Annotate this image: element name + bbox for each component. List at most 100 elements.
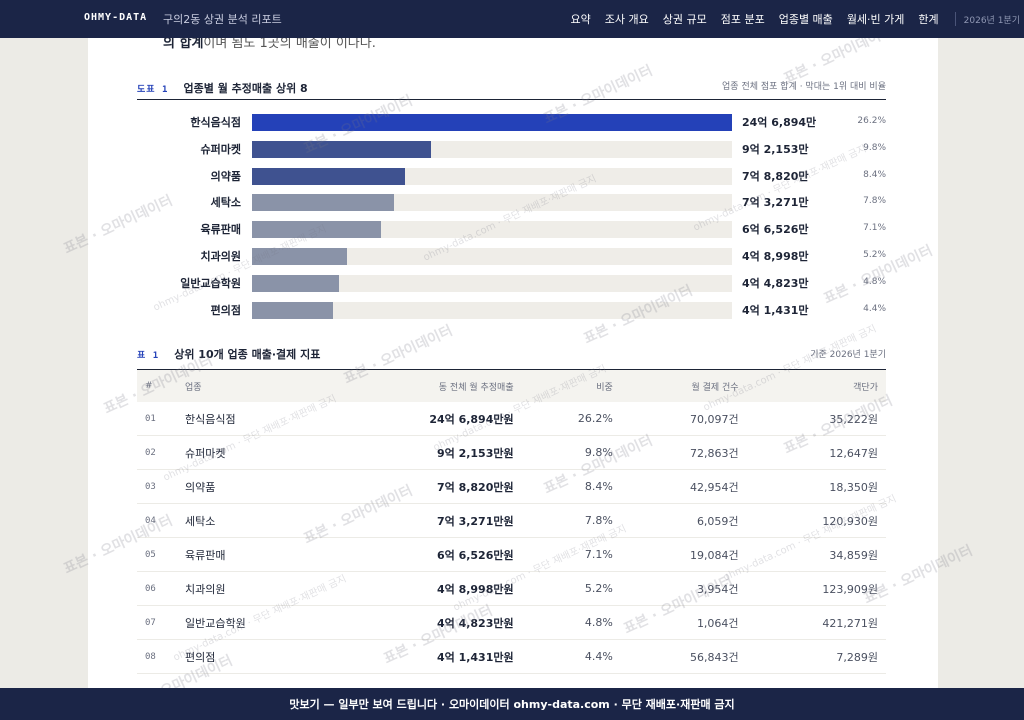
table-row: 02 슈퍼마켓 9억 2,153만원 9.8% 72,863건 12,647원 (137, 435, 886, 470)
cell-sales: 7억 3,271만원 (326, 503, 522, 538)
nav-item-store-distribution[interactable]: 점포 분포 (720, 13, 765, 26)
cell-sales: 6억 6,526만원 (326, 537, 522, 572)
table-caption: 표 1 상위 10개 업종 매출·결제 지표 기준 2026년 1분기 (137, 343, 886, 370)
report-page: 의 합계이며 됨도 1곳의 매출이 이나다. 도표 1 업종별 월 추정매출 상… (88, 38, 938, 688)
bar-row: 치과의원 4억 8,998만 5.2% (137, 244, 886, 271)
cell-avg-spend: 12,647원 (746, 435, 886, 470)
cell-transactions: 3,954건 (620, 571, 747, 606)
paragraph-emphasis: 의 합계 (163, 38, 204, 51)
column-header-rank: # (137, 370, 177, 402)
nav-item-rent-vacancy[interactable]: 월세·빈 가게 (846, 13, 905, 26)
table-row: 03 의약품 7억 8,820만원 8.4% 42,954건 18,350원 (137, 469, 886, 504)
nav-divider (954, 12, 956, 26)
bar-share-label: 4.4% (863, 303, 886, 314)
column-header-sales: 동 전체 월 추정매출 (326, 370, 522, 402)
cell-rank: 06 (137, 571, 177, 606)
bar-share-label: 26.2% (857, 116, 886, 126)
bar (252, 221, 382, 239)
table-header-row: # 업종 동 전체 월 추정매출 비중 월 결제 건수 객단가 (137, 370, 886, 402)
table-row: 04 세탁소 7억 3,271만원 7.8% 6,059건 120,930원 (137, 503, 886, 538)
cell-sales: 4억 4,823만원 (326, 605, 522, 640)
bar-row: 편의점 4억 1,431만 4.4% (137, 298, 886, 325)
bar-row: 한식음식점 24억 6,894만 26.2% (137, 110, 886, 137)
nav-item-summary[interactable]: 요약 (570, 13, 591, 26)
bar-category-label: 한식음식점 (190, 116, 241, 129)
table-body: 01 한식음식점 24억 6,894만원 26.2% 70,097건 35,222원 02 슈… (137, 402, 886, 674)
table-note: 기준 2026년 1분기 (810, 350, 886, 360)
bar-track (252, 301, 732, 319)
table-row: 08 편의점 4억 1,431만원 4.4% 56,843건 7,289원 (137, 639, 886, 674)
cell-share: 7.8% (521, 503, 621, 538)
bar-value-label: 7억 8,820만 (742, 169, 809, 183)
bar-track (252, 167, 732, 185)
cell-industry: 의약품 (177, 469, 327, 504)
table-row: 06 치과의원 4억 8,998만원 5.2% 3,954건 123,909원 (137, 571, 886, 606)
bar-value-label: 4억 8,998만 (742, 249, 809, 263)
top-navigation-bar: OHMY-DATA 구의2동 상권 분석 리포트 요약 조사 개요 상권 규모 … (0, 0, 1024, 38)
bar (252, 274, 340, 292)
cell-sales: 4억 1,431만원 (326, 639, 522, 674)
cell-avg-spend: 34,859원 (746, 537, 886, 572)
bar-track (252, 274, 732, 292)
bar-value-label: 6억 6,526만 (742, 223, 809, 237)
bar (252, 140, 432, 158)
cell-share: 26.2% (521, 402, 621, 436)
cell-transactions: 70,097건 (620, 402, 747, 436)
bar-category-label: 육류판매 (200, 223, 241, 237)
cell-industry: 편의점 (177, 639, 327, 674)
partial-paragraph: 의 합계이며 됨도 1곳의 매출이 이나다. (163, 38, 376, 51)
cell-transactions: 19,084건 (620, 537, 747, 572)
figure-tag: 도표 1 (137, 85, 169, 95)
bar-share-label: 8.4% (863, 169, 886, 180)
column-header-avg-spend: 객단가 (746, 370, 886, 402)
cell-sales: 4억 8,998만원 (326, 571, 522, 606)
cell-industry: 세탁소 (177, 503, 327, 538)
bar-track (252, 194, 732, 212)
bar-value-label: 4억 1,431만 (742, 303, 809, 317)
cell-rank: 04 (137, 503, 177, 538)
bar-category-label: 세탁소 (210, 196, 241, 210)
nav-item-overview[interactable]: 조사 개요 (604, 13, 649, 26)
cell-rank: 08 (137, 639, 177, 674)
cell-transactions: 42,954건 (620, 469, 747, 504)
bar-category-label: 일반교습학원 (180, 276, 241, 290)
bar-track (252, 140, 732, 158)
figure-title: 업종별 월 추정매출 상위 8 (183, 82, 308, 95)
bar-row: 의약품 7억 8,820만 8.4% (137, 164, 886, 191)
brand-logo[interactable]: OHMY-DATA (84, 12, 148, 23)
cell-transactions: 6,059건 (620, 503, 747, 538)
sales-bar-chart: 한식음식점 24억 6,894만 26.2% 슈퍼마켓 9억 2,153만 9.8% 의약품… (137, 110, 886, 324)
bar (252, 114, 732, 131)
nav-item-limitations[interactable]: 한계 (918, 13, 939, 26)
bar-share-label: 5.2% (863, 249, 886, 260)
cell-share: 4.4% (521, 639, 621, 674)
cell-transactions: 1,064건 (620, 605, 747, 640)
cell-rank: 02 (137, 435, 177, 470)
cell-industry: 슈퍼마켓 (177, 435, 327, 470)
nav-item-sales-by-industry[interactable]: 업종별 매출 (778, 13, 833, 26)
bar (252, 247, 348, 265)
cell-sales: 7억 8,820만원 (326, 469, 522, 504)
figure-note: 업종 전체 점포 합계 · 막대는 1위 대비 비율 (722, 82, 886, 92)
nav-item-market-size[interactable]: 상권 규모 (662, 13, 707, 26)
bar-category-label: 치과의원 (200, 249, 241, 263)
bar-value-label: 24억 6,894만 (742, 116, 817, 129)
cell-avg-spend: 7,289원 (746, 639, 886, 674)
cell-industry: 한식음식점 (177, 402, 327, 436)
bar (252, 167, 406, 185)
cell-rank: 01 (137, 402, 177, 436)
column-header-industry: 업종 (177, 370, 327, 402)
industry-metrics-table: # 업종 동 전체 월 추정매출 비중 월 결제 건수 객단가 01 한식음식점 2… (137, 370, 886, 674)
column-header-share: 비중 (521, 370, 621, 402)
cell-avg-spend: 421,271원 (746, 605, 886, 640)
cell-share: 8.4% (521, 469, 621, 504)
cell-industry: 육류판매 (177, 537, 327, 572)
cell-sales: 24억 6,894만원 (326, 402, 522, 436)
bar-value-label: 9억 2,153만 (742, 142, 809, 156)
cell-transactions: 56,843건 (620, 639, 747, 674)
bar-share-label: 9.8% (863, 142, 886, 153)
bar-row: 슈퍼마켓 9억 2,153만 9.8% (137, 137, 886, 164)
cell-industry: 치과의원 (177, 571, 327, 606)
bar-row: 육류판매 6억 6,526만 7.1% (137, 217, 886, 244)
table-row: 07 일반교습학원 4억 4,823만원 4.8% 1,064건 421,271원 (137, 605, 886, 640)
